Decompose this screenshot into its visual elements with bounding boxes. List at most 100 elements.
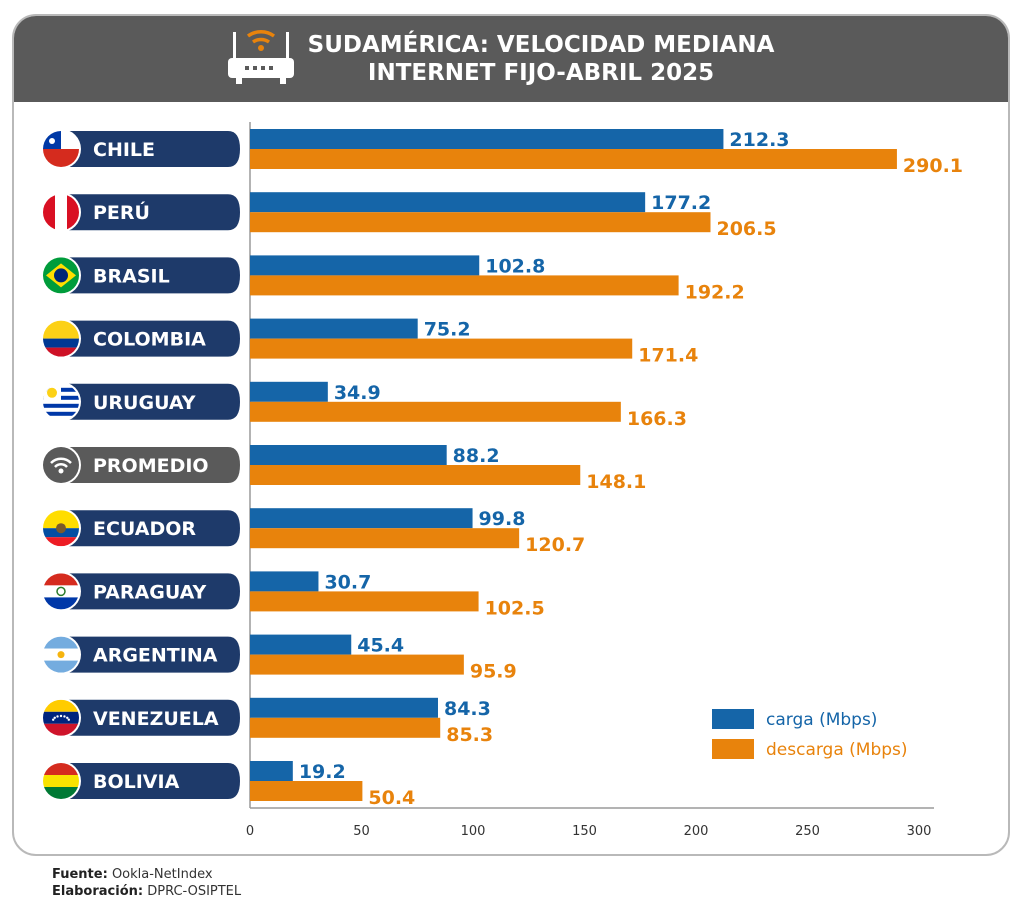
value-label-carga: 84.3 [444, 698, 491, 720]
x-tick-label: 100 [461, 824, 486, 839]
bolivia-flag-icon [43, 763, 79, 799]
country-label: COLOMBIA [93, 329, 206, 351]
chile-flag-icon [43, 131, 79, 167]
bar-descarga [250, 591, 479, 612]
value-label-carga: 212.3 [729, 129, 789, 151]
country-label-box [62, 320, 240, 357]
country-label-box [62, 131, 240, 167]
country-label-box [62, 194, 240, 231]
bar-descarga [250, 275, 679, 296]
title-line-2: INTERNET FIJO-ABRIL 2025 [367, 60, 715, 86]
bar-descarga [250, 149, 897, 169]
x-tick-label: 300 [907, 824, 932, 839]
country-label-box [62, 510, 240, 547]
header-bar [14, 16, 1008, 102]
value-label-carga: 19.2 [299, 761, 346, 783]
title-line-1: SUDAMÉRICA: VELOCIDAD MEDIANA [307, 32, 775, 58]
country-label: PARAGUAY [93, 581, 207, 603]
value-label-carga: 75.2 [424, 319, 471, 341]
country-label-box [62, 636, 240, 673]
bar-descarga [250, 528, 520, 549]
bar-carga [250, 318, 418, 339]
value-label-carga: 102.8 [485, 255, 545, 277]
value-label-carga: 88.2 [453, 445, 500, 467]
legend-label-carga: carga (Mbps) [766, 710, 877, 730]
made-value: DPRC-OSIPTEL [147, 884, 242, 899]
x-tick-label: 200 [684, 824, 709, 839]
chart-title: SUDAMÉRICA: VELOCIDAD MEDIANA INTERNET F… [14, 16, 1008, 102]
country-label-box [62, 447, 240, 483]
value-label-carga: 99.8 [479, 508, 526, 530]
ecuador-flag-icon [43, 510, 79, 547]
source-value: Ookla-NetIndex [111, 867, 213, 882]
router-wifi-icon [228, 30, 294, 84]
value-label-descarga: 102.5 [485, 597, 545, 619]
bar-carga [250, 381, 328, 402]
country-label: ARGENTINA [93, 645, 218, 667]
venezuela-flag-icon [43, 699, 79, 736]
country-label: VENEZUELA [93, 708, 219, 730]
bar-descarga [250, 654, 464, 675]
source-line: Fuente: Ookla-NetIndex [52, 866, 241, 883]
value-label-descarga: 120.7 [525, 534, 585, 556]
country-label-box [62, 699, 240, 736]
bar-chart: 0 50 100 150 200 250 300 CHILE 212.3 290.1 PERÚ 177… [41, 122, 963, 839]
country-label: BOLIVIA [93, 771, 180, 793]
brazil-flag-icon [43, 257, 79, 294]
value-label-descarga: 50.4 [368, 787, 415, 809]
argentina-flag-icon [43, 636, 79, 673]
x-tick-label: 0 [246, 824, 254, 839]
x-tick-label: 250 [795, 824, 820, 839]
bar-carga [250, 192, 646, 213]
bar-descarga [250, 717, 441, 738]
value-label-descarga: 166.3 [627, 408, 687, 430]
country-label: ECUADOR [93, 518, 196, 540]
x-tick-label: 150 [572, 824, 597, 839]
bar-carga [250, 129, 724, 149]
country-label-box [62, 763, 240, 799]
bar-carga [250, 445, 447, 465]
country-label: PERÚ [93, 200, 150, 224]
wifi-icon [43, 447, 79, 483]
bar-carga [250, 255, 480, 276]
value-label-carga: 30.7 [324, 571, 371, 593]
country-label: URUGUAY [93, 392, 196, 414]
source-label: Fuente: [52, 867, 108, 882]
bar-carga [250, 508, 473, 529]
peru-flag-icon [43, 194, 79, 231]
colombia-flag-icon [43, 320, 79, 357]
bar-descarga [250, 781, 363, 801]
country-label-box [62, 383, 240, 420]
x-tick-label: 50 [353, 824, 370, 839]
value-label-descarga: 148.1 [586, 471, 646, 493]
country-label: PROMEDIO [93, 455, 209, 477]
value-label-carga: 45.4 [357, 635, 404, 657]
value-label-descarga: 95.9 [470, 661, 517, 683]
country-label-box [62, 257, 240, 294]
bar-descarga [250, 338, 633, 359]
footer: Fuente: Ookla-NetIndex Elaboración: DPRC… [52, 866, 241, 900]
bar-carga [250, 634, 352, 655]
legend-label-descarga: descarga (Mbps) [766, 740, 908, 760]
value-label-descarga: 192.2 [685, 281, 745, 303]
made-line: Elaboración: DPRC-OSIPTEL [52, 883, 241, 900]
value-label-carga: 34.9 [334, 382, 381, 404]
bar-carga [250, 571, 319, 592]
bar-carga [250, 697, 438, 718]
bar-descarga [250, 401, 621, 422]
made-label: Elaboración: [52, 884, 144, 899]
country-label: BRASIL [93, 265, 170, 287]
value-label-descarga: 290.1 [903, 155, 963, 177]
value-label-descarga: 206.5 [716, 218, 776, 240]
bar-descarga [250, 465, 581, 485]
value-label-carga: 177.2 [651, 192, 711, 214]
uruguay-flag-icon [43, 383, 79, 420]
bar-descarga [250, 212, 711, 233]
value-label-descarga: 85.3 [446, 724, 493, 746]
legend-swatch-carga [712, 709, 754, 729]
country-label: CHILE [93, 139, 155, 161]
country-label-box [62, 573, 240, 610]
legend-swatch-descarga [712, 739, 754, 759]
paraguay-flag-icon [43, 573, 79, 610]
value-label-descarga: 171.4 [638, 345, 698, 367]
